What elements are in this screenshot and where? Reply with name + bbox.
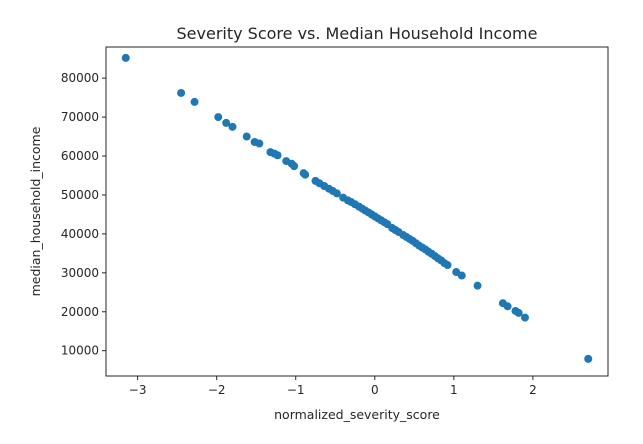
y-tick-label: 50000	[61, 188, 99, 202]
data-point	[290, 162, 299, 171]
data-point	[121, 53, 130, 62]
data-point	[473, 281, 482, 290]
data-point	[190, 97, 199, 106]
x-tick-label: −1	[287, 383, 305, 397]
y-tick-label: 40000	[61, 227, 99, 241]
plot-area	[105, 46, 609, 377]
y-axis-label: median_household_income	[28, 126, 43, 296]
data-point	[242, 132, 251, 141]
data-point	[301, 170, 310, 179]
x-axis-label: normalized_severity_score	[274, 407, 440, 422]
data-point	[222, 118, 231, 127]
x-axis-ticks: −3 −2 −1 0 1 2	[129, 376, 537, 397]
y-tick-label: 20000	[61, 305, 99, 319]
chart-title: Severity Score vs. Median Household Inco…	[177, 24, 538, 43]
x-tick-label: 2	[529, 383, 537, 397]
x-tick-label: 0	[371, 383, 379, 397]
y-tick-label: 10000	[61, 344, 99, 358]
data-point	[457, 271, 466, 280]
data-point	[255, 139, 264, 148]
data-point	[514, 308, 523, 317]
data-point	[443, 261, 452, 270]
data-point	[273, 151, 282, 160]
y-tick-label: 30000	[61, 266, 99, 280]
data-point	[177, 88, 186, 97]
y-tick-label: 80000	[61, 71, 99, 85]
data-point	[584, 354, 593, 363]
data-point	[503, 302, 512, 311]
x-tick-label: −2	[208, 383, 226, 397]
y-axis-ticks: 10000 20000 30000 40000 50000 60000 70000 80000	[61, 71, 106, 358]
data-point	[228, 122, 237, 131]
x-tick-label: 1	[450, 383, 458, 397]
x-tick-label: −3	[129, 383, 147, 397]
y-tick-label: 60000	[61, 149, 99, 163]
data-point	[214, 113, 223, 122]
data-point	[520, 313, 529, 322]
data-point	[332, 189, 341, 198]
plot-frame	[105, 46, 609, 377]
y-tick-label: 70000	[61, 110, 99, 124]
